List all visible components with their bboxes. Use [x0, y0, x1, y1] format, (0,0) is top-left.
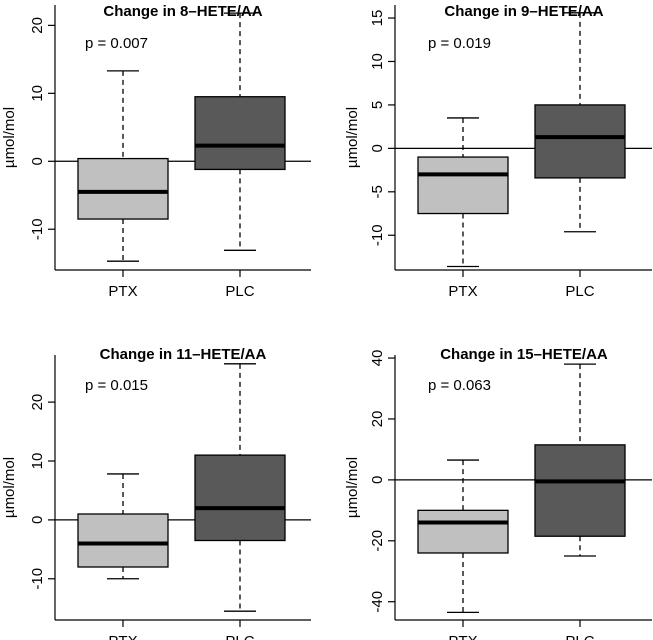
y-tick-label: 15 — [369, 10, 386, 27]
x-tick-label: PLC — [225, 283, 254, 300]
box-plc — [534, 12, 626, 233]
box-plc — [194, 363, 286, 612]
y-tick-label: -5 — [369, 185, 386, 198]
box-ptx — [417, 117, 509, 268]
x-tick-label: PLC — [565, 283, 594, 300]
y-tick-label: 20 — [369, 411, 386, 428]
box-ptx — [417, 459, 509, 614]
y-tick-label: -40 — [369, 591, 386, 613]
iqr-box — [77, 157, 169, 220]
y-tick-label: 0 — [369, 476, 386, 484]
box-ptx — [77, 70, 169, 262]
y-tick-label: 20 — [29, 394, 46, 411]
x-tick-label: PTX — [108, 633, 137, 640]
iqr-box — [534, 104, 626, 179]
y-axis-label: µmol/mol — [344, 107, 361, 168]
y-tick-label: 0 — [369, 144, 386, 152]
iqr-box — [534, 444, 626, 537]
x-tick-label: PTX — [448, 633, 477, 640]
y-tick-label: -10 — [29, 218, 46, 240]
box-plc — [194, 12, 286, 251]
y-tick-label: -20 — [369, 530, 386, 552]
y-tick-label: 20 — [29, 17, 46, 34]
y-axis-label: µmol/mol — [1, 457, 18, 518]
iqr-box — [194, 96, 286, 171]
p-value-annotation: p = 0.019 — [428, 35, 491, 52]
y-tick-label: -10 — [369, 224, 386, 246]
p-value-annotation: p = 0.015 — [85, 377, 148, 394]
chart-title: Change in 15–HETE/AA — [440, 346, 608, 363]
chart-panel-2: Change in 9–HETE/AA p = 0.019 µmol/mol -10 -… — [344, 3, 652, 300]
y-tick-label: 5 — [369, 101, 386, 109]
y-tick-label: 10 — [29, 453, 46, 470]
chart-title: Change in 11–HETE/AA — [100, 346, 267, 363]
x-tick-label: PLC — [565, 633, 594, 640]
y-tick-label: -10 — [29, 568, 46, 590]
y-tick-label: 10 — [29, 85, 46, 102]
y-tick-label: 40 — [369, 350, 386, 367]
chart-panel-4: Change in 15–HETE/AA p = 0.063 µmol/mol -40… — [344, 346, 652, 640]
iqr-box — [417, 509, 509, 554]
y-axis-label: µmol/mol — [1, 107, 18, 168]
chart-panel-1: Change in 8–HETE/AA p = 0.007 µmol/mol -10 0… — [1, 3, 311, 300]
y-tick-label: 0 — [29, 516, 46, 524]
box-plc — [534, 363, 626, 557]
y-tick-label: 10 — [369, 53, 386, 70]
x-tick-label: PTX — [108, 283, 137, 300]
p-value-annotation: p = 0.007 — [85, 35, 148, 52]
p-value-annotation: p = 0.063 — [428, 377, 491, 394]
iqr-box — [417, 156, 509, 215]
y-axis-label: µmol/mol — [344, 457, 361, 518]
iqr-box — [194, 454, 286, 542]
chart-title: Change in 8–HETE/AA — [103, 3, 262, 20]
box-ptx — [77, 473, 169, 580]
x-tick-label: PLC — [225, 633, 254, 640]
chart-panel-3: Change in 11–HETE/AA p = 0.015 µmol/mol -10… — [1, 346, 311, 640]
chart-title: Change in 9–HETE/AA — [444, 3, 603, 20]
y-tick-label: 0 — [29, 157, 46, 165]
x-tick-label: PTX — [448, 283, 477, 300]
iqr-box — [77, 513, 169, 568]
